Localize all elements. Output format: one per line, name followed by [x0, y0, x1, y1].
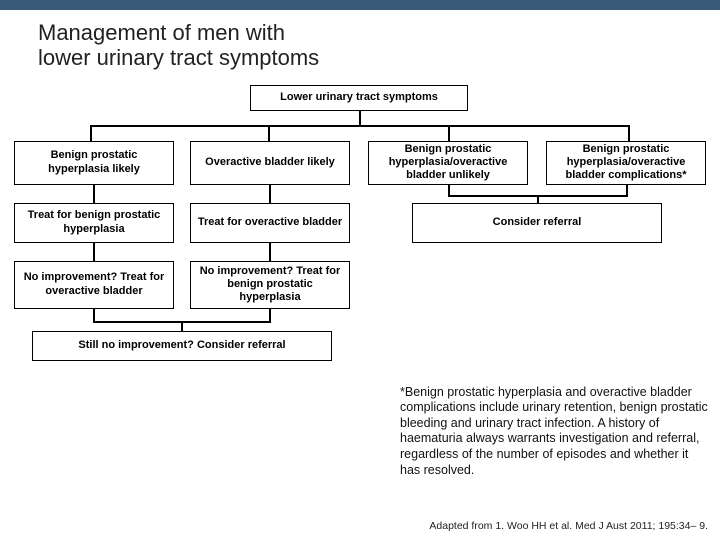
node-noimp-oab-label: No improvement? Treat for overactive bla…: [21, 271, 167, 297]
conn-root-down: [359, 111, 361, 125]
conn-merge-down: [537, 195, 539, 203]
conn-r1b-down: [269, 185, 271, 203]
node-treat-bph-label: Treat for benign prostatic hyperplasia: [21, 209, 167, 235]
conn-b1a: [90, 125, 92, 141]
node-bph-likely: Benign prostatic hyperplasia likely: [14, 141, 174, 185]
page-title: Management of men withlower urinary trac…: [0, 10, 720, 85]
header-bar: [0, 0, 720, 10]
conn-b1b: [268, 125, 270, 141]
conn-r3-down: [181, 321, 183, 331]
conn-r2a-down: [93, 243, 95, 261]
citation: Adapted from 1. Woo HH et al. Med J Aust…: [429, 520, 708, 532]
node-still-noimp: Still no improvement? Consider referral: [32, 331, 332, 361]
conn-r2b-down: [269, 243, 271, 261]
node-complications: Benign prostatic hyperplasia/overactive …: [546, 141, 706, 185]
conn-r3a-down: [93, 309, 95, 321]
node-unlikely-label: Benign prostatic hyperplasia/overactive …: [375, 143, 521, 183]
node-oab-likely-label: Overactive bladder likely: [205, 156, 335, 169]
node-noimp-bph: No improvement? Treat for benign prostat…: [190, 261, 350, 309]
node-treat-oab: Treat for overactive bladder: [190, 203, 350, 243]
conn-r3b-down: [269, 309, 271, 321]
node-root-label: Lower urinary tract symptoms: [280, 91, 438, 104]
citation-text: Adapted from 1. Woo HH et al. Med J Aust…: [429, 520, 708, 532]
node-treat-oab-label: Treat for overactive bladder: [198, 216, 342, 229]
conn-bus1: [90, 125, 630, 127]
conn-b1c: [448, 125, 450, 141]
node-referral-label: Consider referral: [493, 216, 582, 229]
node-unlikely: Benign prostatic hyperplasia/overactive …: [368, 141, 528, 185]
conn-b1d: [628, 125, 630, 141]
node-treat-bph: Treat for benign prostatic hyperplasia: [14, 203, 174, 243]
conn-r1a-down: [93, 185, 95, 203]
node-root: Lower urinary tract symptoms: [250, 85, 468, 111]
title-line1: Management of men withlower urinary trac…: [38, 20, 319, 70]
node-still-noimp-label: Still no improvement? Consider referral: [78, 339, 285, 352]
node-complications-label: Benign prostatic hyperplasia/overactive …: [553, 143, 699, 183]
conn-r1d-down: [626, 185, 628, 195]
node-noimp-bph-label: No improvement? Treat for benign prostat…: [197, 265, 343, 305]
node-referral: Consider referral: [412, 203, 662, 243]
node-noimp-oab: No improvement? Treat for overactive bla…: [14, 261, 174, 309]
footnote-text: *Benign prostatic hyperplasia and overac…: [400, 385, 710, 479]
conn-r1c-down: [448, 185, 450, 195]
node-oab-likely: Overactive bladder likely: [190, 141, 350, 185]
node-bph-likely-label: Benign prostatic hyperplasia likely: [21, 149, 167, 175]
